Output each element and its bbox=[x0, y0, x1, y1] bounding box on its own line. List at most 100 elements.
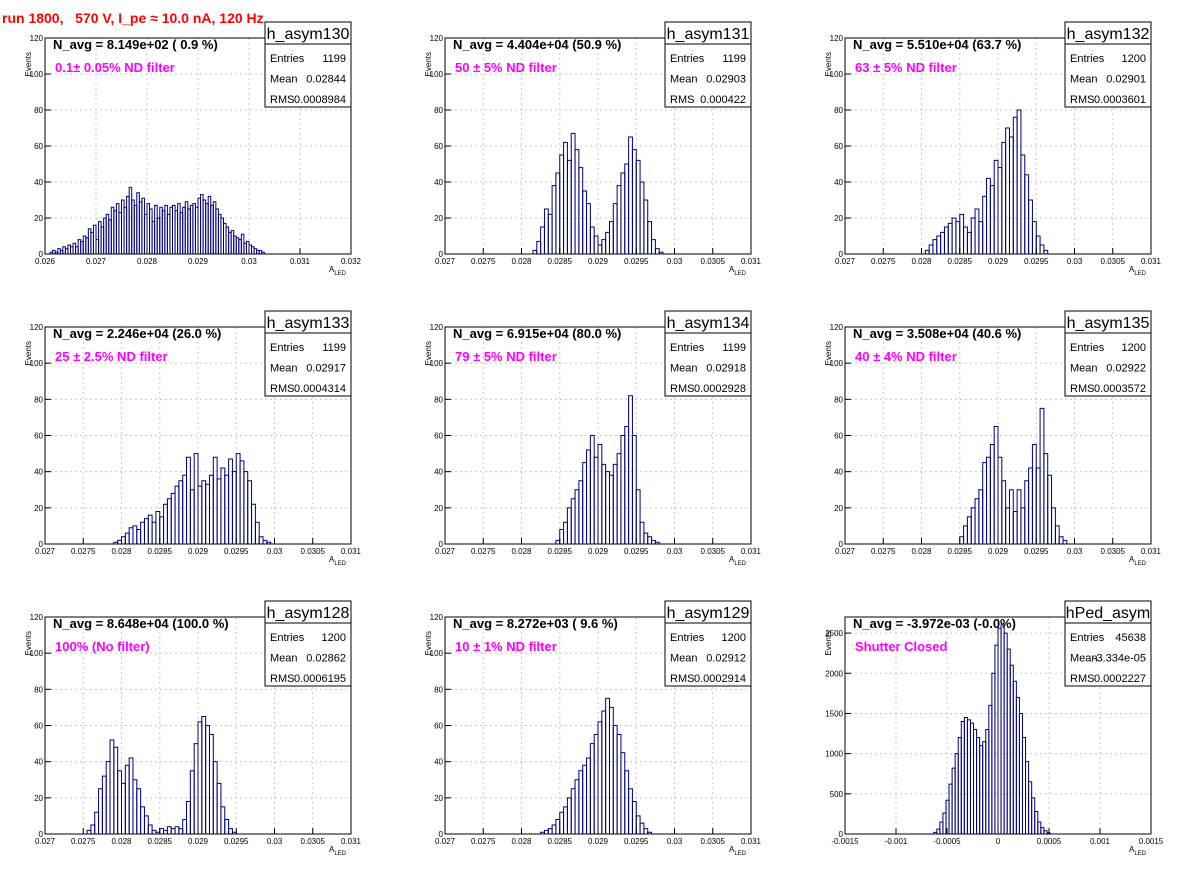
stats-value: -3.334e-05 bbox=[1093, 653, 1146, 665]
y-tick-label: 80 bbox=[834, 106, 843, 115]
x-tick-label: 0.0285 bbox=[948, 547, 973, 556]
x-tick-label: 0.03 bbox=[267, 547, 283, 556]
x-tick-label: 0.0275 bbox=[471, 547, 496, 556]
histogram-bin bbox=[970, 507, 976, 544]
histogram-bin bbox=[932, 239, 938, 254]
x-tick-label: 0.0275 bbox=[471, 837, 496, 846]
histogram-bin bbox=[978, 221, 984, 254]
navg-label: N_avg = 6.915e+04 (80.0 %) bbox=[453, 326, 621, 341]
histogram-bin bbox=[94, 811, 100, 834]
x-tick-label: 0.0305 bbox=[701, 257, 726, 266]
y-tick-label: 80 bbox=[434, 685, 443, 694]
x-tick-label: 0.001 bbox=[1090, 837, 1111, 846]
x-tick-label: 0.027 bbox=[35, 547, 56, 556]
histogram-bin bbox=[555, 539, 561, 544]
navg-label: N_avg = 8.272e+03 ( 9.6 %) bbox=[453, 616, 618, 631]
histogram-bin bbox=[1051, 507, 1056, 544]
histogram-bin bbox=[597, 244, 603, 254]
histogram-bin bbox=[620, 172, 626, 254]
x-tick-label: 0.03 bbox=[241, 257, 257, 266]
x-tick-label: 0.03 bbox=[667, 837, 683, 846]
histogram-bin bbox=[166, 826, 172, 834]
x-tick-label: -0.0015 bbox=[831, 837, 859, 846]
histogram-bin bbox=[1047, 474, 1053, 544]
histogram-bin bbox=[593, 235, 599, 254]
histogram-bin bbox=[997, 456, 1003, 544]
navg-label: N_avg = 2.246e+04 (26.0 %) bbox=[53, 326, 221, 341]
histogram-bin bbox=[586, 203, 591, 254]
y-tick-label: 60 bbox=[34, 722, 43, 731]
histogram-bin bbox=[1039, 244, 1045, 254]
y-tick-label: 60 bbox=[434, 722, 443, 731]
histogram-bin bbox=[1058, 536, 1064, 544]
histogram-name: h_asym130 bbox=[267, 26, 350, 43]
histogram-bin bbox=[147, 514, 153, 544]
histogram-bin bbox=[224, 474, 230, 544]
stats-value: 1199 bbox=[722, 53, 746, 65]
stats-label: Entries bbox=[670, 632, 705, 644]
stats-box bbox=[1064, 622, 1152, 687]
stats-value: 1199 bbox=[322, 53, 346, 65]
x-tick-label: 0.0295 bbox=[1024, 547, 1049, 556]
y-tick-label: 100 bbox=[430, 359, 444, 368]
x-axis-title-subscript: LED bbox=[1134, 851, 1146, 857]
histogram-bin bbox=[128, 527, 134, 544]
y-tick-label: 80 bbox=[34, 106, 43, 115]
histogram-bin bbox=[166, 498, 172, 544]
histogram-bin bbox=[205, 483, 210, 544]
histogram-bin bbox=[989, 444, 995, 544]
histogram-bin bbox=[1020, 154, 1026, 254]
histogram-bin bbox=[1012, 116, 1018, 254]
histogram-bin bbox=[586, 757, 591, 834]
y-tick-label: 60 bbox=[34, 432, 43, 441]
histogram-bin bbox=[582, 190, 588, 254]
histogram-bin bbox=[943, 226, 949, 254]
stats-value: 0.0002914 bbox=[694, 673, 746, 685]
histogram-panel-h_asym131: 0.027 0.0275 0.028 0.0285 0.029 0.0295 0.03 0.0… bbox=[424, 21, 762, 277]
histogram-bin bbox=[155, 510, 161, 544]
histogram-bin bbox=[124, 764, 130, 834]
histogram-bin bbox=[543, 829, 549, 834]
filter-annotation: 100% (No filter) bbox=[55, 639, 150, 654]
x-axis-title: ALED bbox=[1129, 555, 1147, 567]
y-tick-label: 0 bbox=[39, 250, 44, 259]
stats-box bbox=[664, 622, 752, 687]
stats-label: RMS bbox=[1070, 673, 1094, 685]
histogram-bin bbox=[928, 244, 934, 254]
stats-value: 0.02918 bbox=[706, 363, 746, 375]
x-tick-label: 0.0005 bbox=[1037, 837, 1062, 846]
x-tick-label: 0.0285 bbox=[148, 837, 173, 846]
histogram-bin bbox=[570, 132, 576, 254]
histogram-bin bbox=[566, 797, 572, 834]
y-tick-label: 120 bbox=[30, 323, 44, 332]
histogram-bin bbox=[570, 498, 576, 544]
histogram-bin bbox=[170, 492, 176, 544]
filter-annotation: 10 ± 1% ND filter bbox=[455, 639, 557, 654]
histogram-bin bbox=[547, 828, 553, 834]
y-tick-label: 100 bbox=[830, 70, 844, 79]
stats-label: RMS bbox=[670, 673, 694, 685]
y-tick-label: 120 bbox=[430, 34, 444, 43]
y-tick-label: 0 bbox=[39, 540, 44, 549]
x-tick-label: 0.0305 bbox=[701, 547, 726, 556]
histogram-bin bbox=[601, 463, 607, 544]
y-tick-label: 20 bbox=[434, 794, 443, 803]
x-axis-title-subscript: LED bbox=[734, 271, 746, 277]
filter-annotation: 79 ± 5% ND filter bbox=[455, 349, 557, 364]
x-tick-label: 0.031 bbox=[341, 837, 362, 846]
histogram-bin bbox=[639, 822, 645, 834]
histogram-bin bbox=[205, 725, 210, 834]
histogram-bin bbox=[109, 739, 115, 834]
x-tick-label: 0.028 bbox=[511, 547, 532, 556]
x-axis-title-subscript: LED bbox=[1134, 271, 1146, 277]
x-tick-label: 0.0305 bbox=[301, 837, 326, 846]
histogram-bin bbox=[624, 770, 630, 834]
histogram-bin bbox=[631, 800, 637, 834]
x-tick-label: 0.031 bbox=[1141, 547, 1162, 556]
histogram-bin bbox=[216, 478, 222, 544]
histogram-bin bbox=[186, 800, 191, 834]
histogram-bin bbox=[997, 167, 1003, 254]
y-tick-label: 60 bbox=[834, 142, 843, 151]
stats-value: 1200 bbox=[1122, 53, 1146, 65]
histogram-bin bbox=[174, 826, 180, 834]
